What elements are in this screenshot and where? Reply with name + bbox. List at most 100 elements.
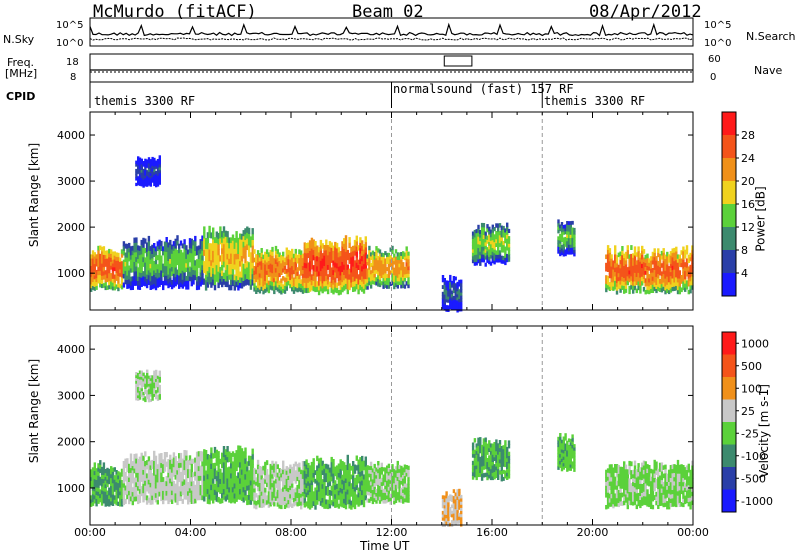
heatmap-cell: [353, 275, 357, 282]
heatmap-cell: [617, 473, 620, 478]
heatmap-cell: [231, 279, 235, 287]
heatmap-cell: [482, 242, 486, 247]
heatmap-cell: [443, 278, 446, 282]
heatmap-cell: [137, 476, 140, 482]
heatmap-cell: [375, 471, 378, 476]
heatmap-cell: [495, 231, 498, 236]
heatmap-cell: [489, 243, 493, 248]
heatmap-cell: [557, 456, 560, 461]
heatmap-cell: [343, 269, 346, 275]
heatmap-cell: [386, 465, 389, 470]
heatmap-cell: [564, 436, 567, 441]
heatmap-cell: [296, 254, 299, 260]
heatmap-cell: [204, 485, 208, 492]
heatmap-cell: [95, 254, 98, 259]
heatmap-cell: [350, 271, 353, 278]
heatmap-cell: [637, 268, 640, 273]
heatmap-cell: [361, 270, 364, 277]
heatmap-cell: [644, 290, 647, 295]
heatmap-cell: [179, 272, 183, 278]
heatmap-cell: [145, 473, 149, 479]
heatmap-cell: [217, 461, 220, 467]
heatmap-cell: [626, 489, 629, 494]
heatmap-cell: [362, 288, 366, 294]
heatmap-cell: [671, 278, 674, 283]
heatmap-cell: [264, 276, 267, 281]
heatmap-cell: [617, 494, 620, 499]
heatmap-cell: [303, 267, 306, 273]
heatmap-cell: [473, 473, 477, 478]
heatmap-cell: [567, 250, 571, 255]
heatmap-cell: [323, 265, 326, 272]
heatmap-cell: [403, 256, 407, 261]
heatmap-cell: [160, 472, 163, 478]
heatmap-cell: [621, 246, 624, 251]
heatmap-cell: [138, 493, 142, 499]
heatmap-cell: [377, 259, 380, 264]
heatmap-cell: [610, 464, 613, 469]
heatmap-cell: [615, 497, 619, 503]
heatmap-cell: [626, 469, 629, 474]
heatmap-cell: [335, 493, 339, 499]
heatmap-cell: [480, 466, 484, 471]
heatmap-cell: [560, 228, 564, 233]
heatmap-cell: [393, 496, 396, 501]
heatmap-cell: [308, 265, 312, 272]
heatmap-cell: [562, 446, 565, 451]
heatmap-cell: [639, 467, 642, 472]
heatmap-cell: [314, 286, 317, 293]
heatmap-cell: [301, 285, 305, 290]
heatmap-cell: [500, 244, 503, 249]
heatmap-cell: [310, 475, 314, 481]
heatmap-cell: [126, 270, 129, 276]
heatmap-cell: [305, 482, 308, 488]
heatmap-cell: [664, 254, 667, 259]
heatmap-cell: [181, 243, 184, 249]
heatmap-cell: [484, 453, 487, 458]
heatmap-cell: [630, 496, 633, 501]
heatmap-cell: [137, 245, 140, 251]
heatmap-cell: [149, 469, 152, 475]
heatmap-cell: [373, 493, 376, 499]
noise-left-tick-bottom: 10^0: [56, 38, 84, 49]
heatmap-cell: [183, 276, 186, 282]
heatmap-cell: [273, 497, 276, 503]
heatmap-cell: [298, 257, 301, 263]
heatmap-cell: [174, 483, 177, 489]
heatmap-cell: [484, 248, 487, 253]
heatmap-cell: [226, 472, 229, 479]
heatmap-cell: [128, 486, 131, 491]
heatmap-cell: [260, 286, 263, 291]
heatmap-cell: [233, 284, 236, 291]
heatmap-cell: [373, 463, 376, 469]
heatmap-cell: [316, 489, 319, 496]
heatmap-cell: [147, 157, 151, 161]
heatmap-cell: [497, 238, 500, 244]
heatmap-cell: [498, 250, 502, 255]
heatmap-cell: [231, 234, 235, 241]
heatmap-cell: [361, 245, 364, 251]
heatmap-cell: [158, 477, 161, 483]
heatmap-cell: [217, 282, 220, 289]
heatmap-cell: [460, 498, 463, 502]
heatmap-cell: [140, 277, 143, 283]
heatmap-cell: [662, 277, 665, 283]
heatmap-cell: [195, 480, 199, 486]
heatmap-cell: [285, 260, 288, 266]
heatmap-cell: [217, 232, 220, 239]
heatmap-cell: [348, 273, 351, 280]
heatmap-cell: [273, 484, 276, 490]
heatmap-cell: [296, 279, 299, 285]
heatmap-cell: [396, 472, 399, 477]
heatmap-cell: [147, 182, 151, 186]
heatmap-cell: [685, 249, 689, 255]
heatmap-cell: [131, 491, 134, 497]
heatmap-cell: [154, 488, 158, 494]
heatmap-cell: [246, 261, 249, 268]
heatmap-cell: [91, 501, 95, 506]
heatmap-cell: [384, 283, 387, 288]
heatmap-cell: [256, 262, 260, 268]
heatmap-cell: [169, 277, 172, 283]
heatmap-cell: [495, 458, 498, 463]
